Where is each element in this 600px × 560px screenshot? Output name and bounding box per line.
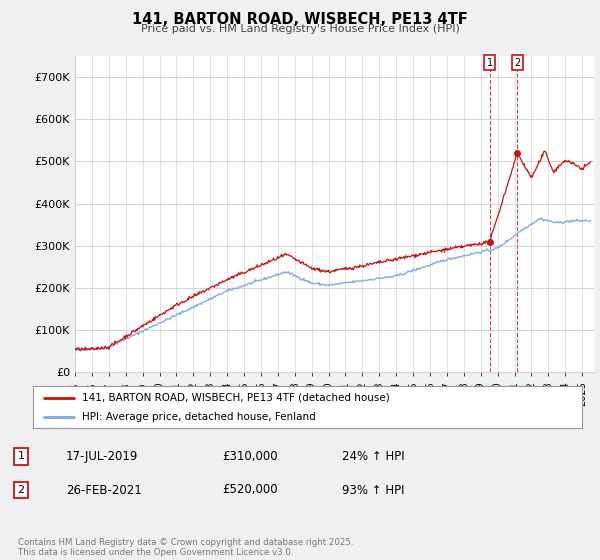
Text: 24% ↑ HPI: 24% ↑ HPI [342, 450, 404, 463]
Text: 2: 2 [17, 485, 25, 495]
Text: 1: 1 [17, 451, 25, 461]
Text: Contains HM Land Registry data © Crown copyright and database right 2025.
This d: Contains HM Land Registry data © Crown c… [18, 538, 353, 557]
Text: 2: 2 [514, 58, 520, 68]
Text: 17-JUL-2019: 17-JUL-2019 [66, 450, 139, 463]
Text: 26-FEB-2021: 26-FEB-2021 [66, 483, 142, 497]
Text: 1: 1 [487, 58, 493, 68]
Text: £310,000: £310,000 [222, 450, 278, 463]
Text: £520,000: £520,000 [222, 483, 278, 497]
Text: Price paid vs. HM Land Registry's House Price Index (HPI): Price paid vs. HM Land Registry's House … [140, 24, 460, 34]
Text: 141, BARTON ROAD, WISBECH, PE13 4TF (detached house): 141, BARTON ROAD, WISBECH, PE13 4TF (det… [82, 393, 390, 403]
Text: 141, BARTON ROAD, WISBECH, PE13 4TF: 141, BARTON ROAD, WISBECH, PE13 4TF [132, 12, 468, 27]
Text: 93% ↑ HPI: 93% ↑ HPI [342, 483, 404, 497]
Text: HPI: Average price, detached house, Fenland: HPI: Average price, detached house, Fenl… [82, 412, 316, 422]
